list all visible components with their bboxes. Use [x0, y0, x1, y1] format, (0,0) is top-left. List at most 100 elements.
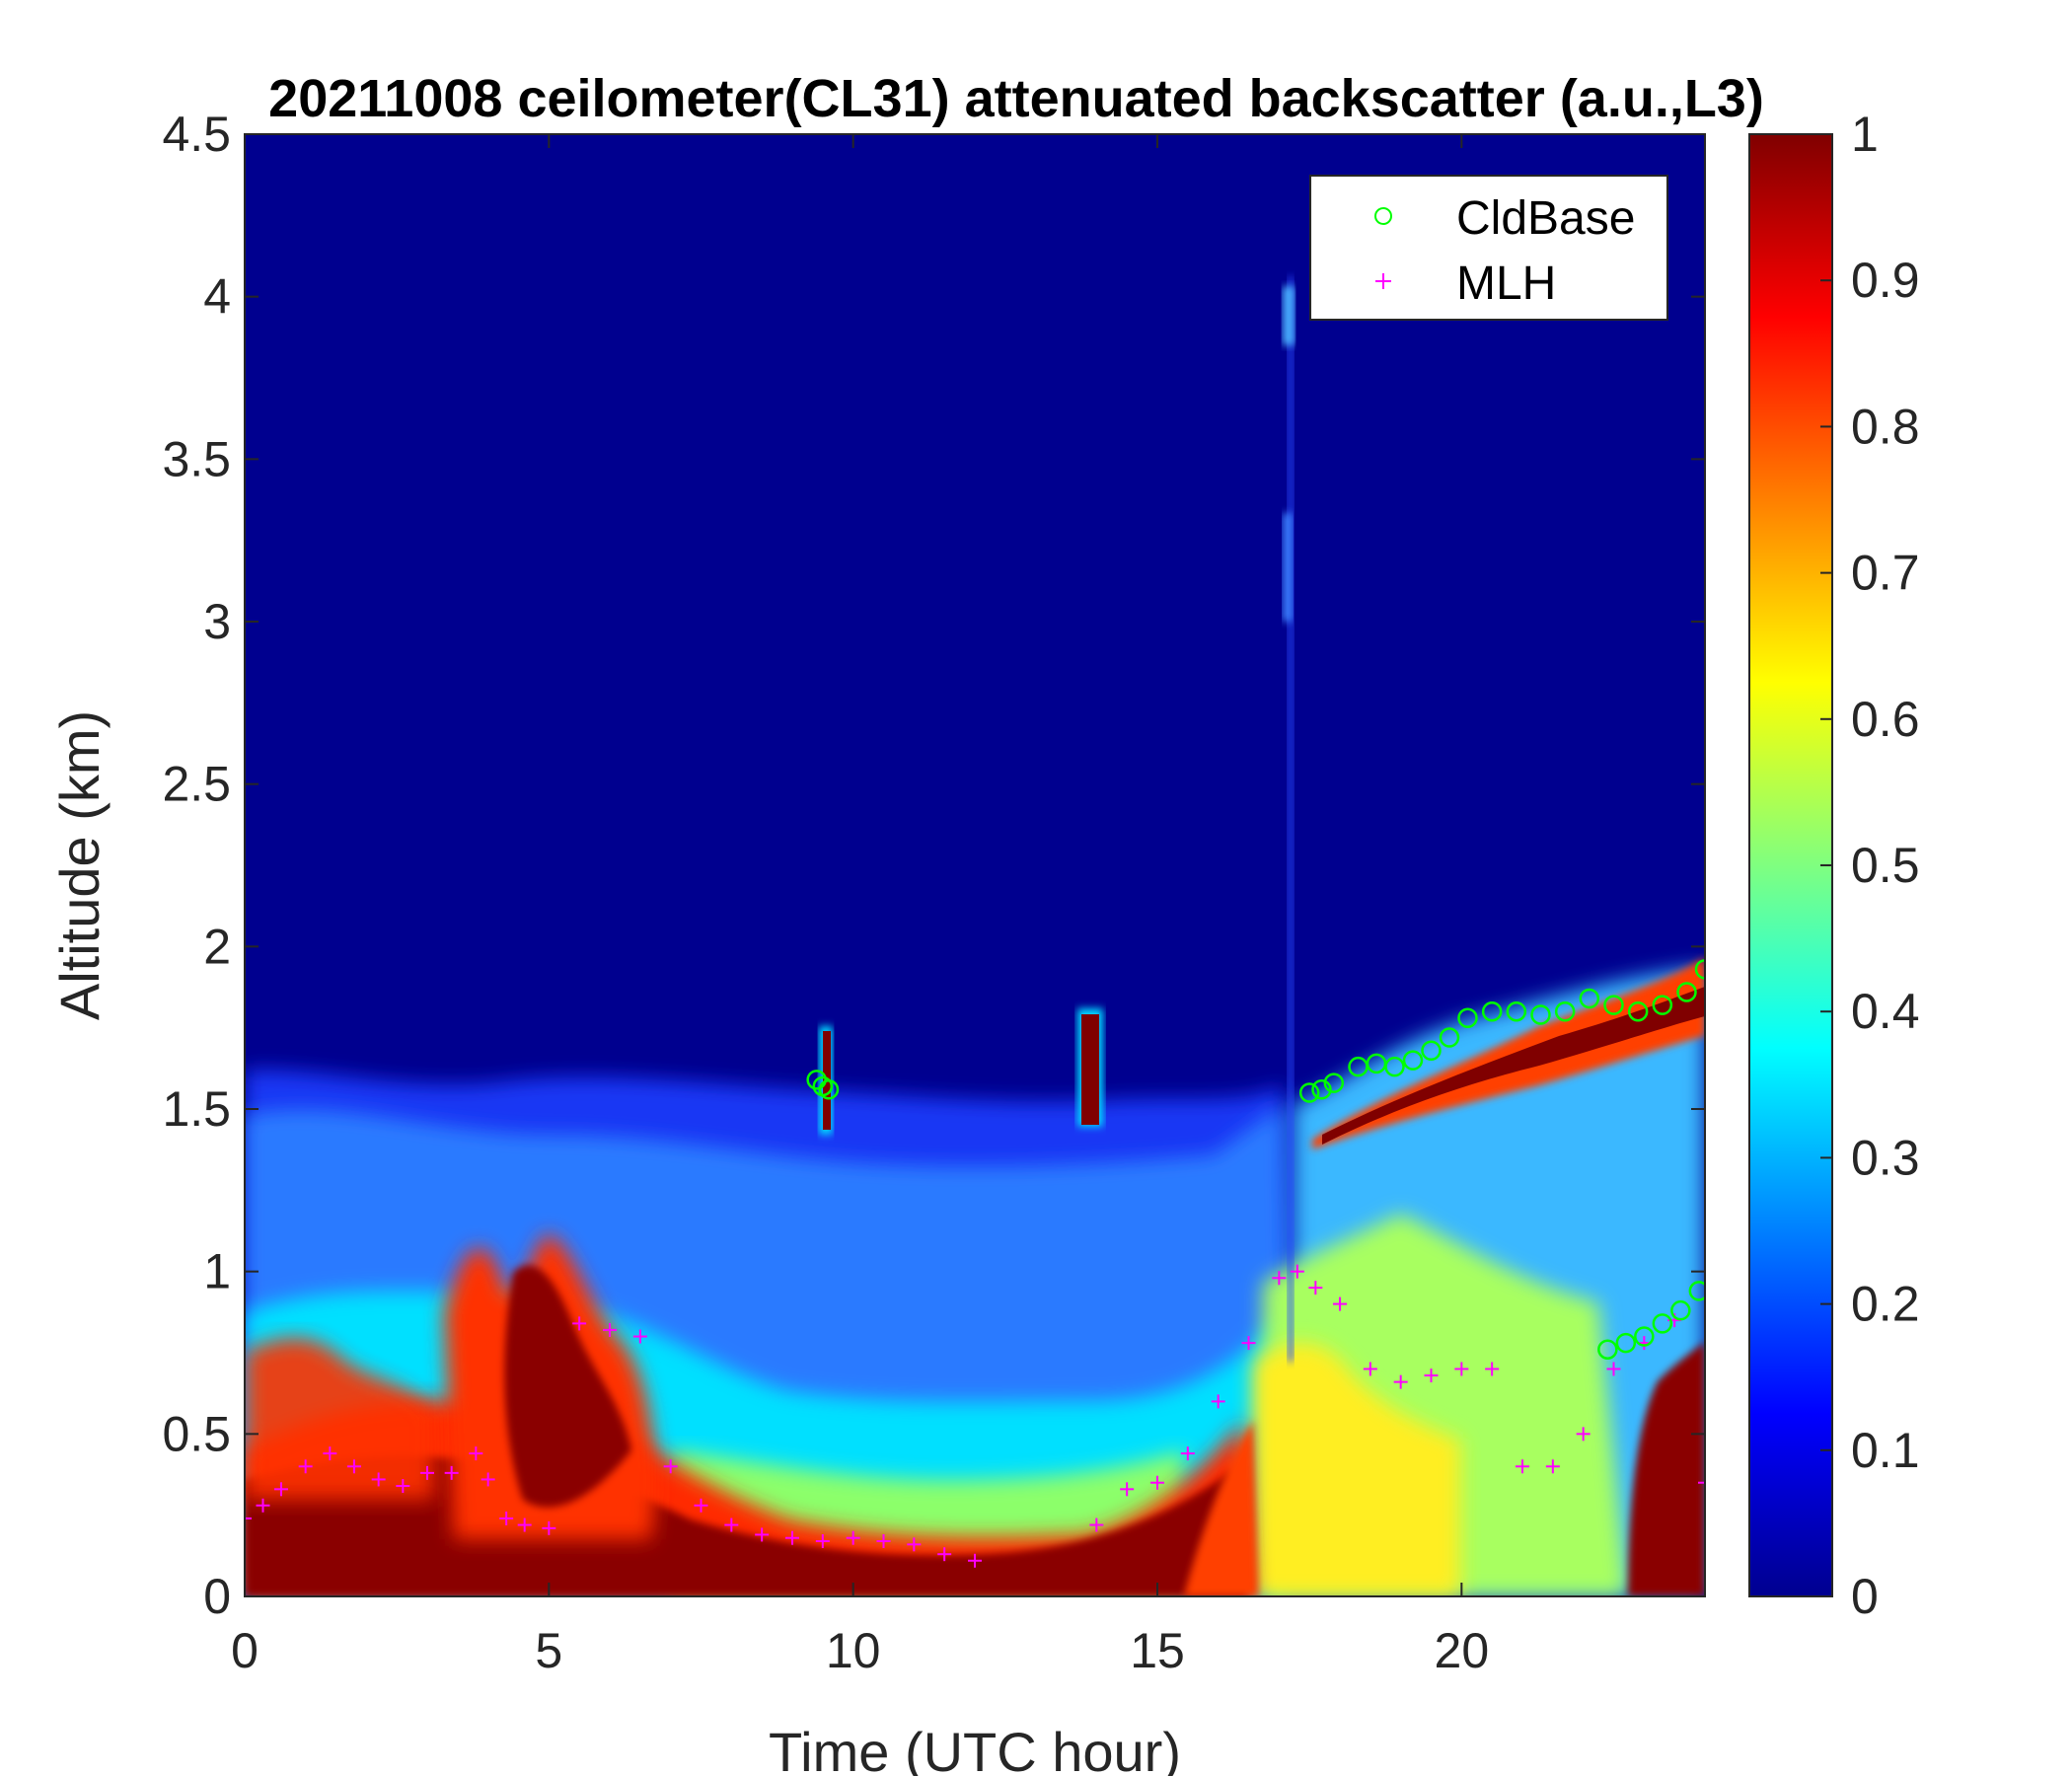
colorbar-gradient — [1749, 134, 1832, 1596]
mlh-point — [1606, 1362, 1621, 1376]
y-tick-label: 2.5 — [162, 757, 231, 812]
mlh-point — [298, 1459, 313, 1474]
mlh-point — [517, 1517, 532, 1532]
cldbase-point — [1615, 1332, 1637, 1354]
mlh-point — [968, 1553, 982, 1568]
colorbar-tick-label: 0.5 — [1851, 838, 1920, 893]
mlh-point — [1698, 1475, 1705, 1490]
mlh-point — [420, 1465, 434, 1480]
cldbase-point — [1597, 1339, 1618, 1360]
mlh-point — [632, 1329, 647, 1344]
mlh-point — [603, 1322, 617, 1337]
colorbar-tick-label: 0.6 — [1851, 692, 1920, 747]
cldbase-point — [1670, 1299, 1691, 1321]
y-tick-label: 0 — [203, 1569, 231, 1624]
y-tick-label: 4.5 — [162, 107, 231, 162]
mlh-point — [1363, 1362, 1377, 1376]
cldbase-point — [806, 1070, 827, 1090]
colorbar-tick-label: 0.8 — [1851, 399, 1920, 454]
colorbar-tick-label: 0.7 — [1851, 546, 1920, 601]
mlh-point — [469, 1446, 483, 1461]
mlh-point — [785, 1530, 799, 1545]
mlh-point — [481, 1472, 495, 1487]
legend-circle-icon — [1374, 207, 1392, 225]
y-tick-label: 3.5 — [162, 431, 231, 486]
mlh-point — [1576, 1427, 1591, 1442]
mlh-point — [663, 1459, 678, 1474]
mlh-point — [1180, 1446, 1195, 1461]
colorbar-tick-label: 0 — [1851, 1569, 1879, 1624]
mlh-point — [846, 1530, 860, 1545]
chart-title: 20211008 ceilometer(CL31) attenuated bac… — [268, 69, 1764, 128]
cldbase-point — [1627, 1000, 1649, 1022]
legend-entry-mlh: MLH — [1456, 258, 1556, 310]
cldbase-point — [1530, 1004, 1551, 1025]
y-axis: 0 0.5 1 1.5 2 2.5 3 3.5 4 4.5 — [162, 107, 1705, 1624]
mlh-point — [876, 1534, 891, 1549]
mlh-point — [1333, 1296, 1347, 1311]
colorbar-tick-label: 0.1 — [1851, 1423, 1920, 1478]
y-tick-label: 4 — [203, 269, 231, 325]
mlh-point — [1545, 1459, 1560, 1474]
mlh-point — [499, 1511, 514, 1525]
x-tick-label: 10 — [826, 1623, 881, 1678]
colorbar-tick-label: 0.3 — [1851, 1130, 1920, 1185]
cldbase-point — [1384, 1056, 1405, 1077]
mlh-point — [1211, 1394, 1225, 1409]
y-tick-label: 1 — [203, 1244, 231, 1299]
colorbar-tick-label: 0.4 — [1851, 984, 1920, 1039]
colorbar-tick-label: 0.9 — [1851, 253, 1920, 308]
cldbase-point — [1402, 1050, 1424, 1071]
x-tick-label: 20 — [1435, 1623, 1490, 1678]
cldbase-point — [1603, 995, 1624, 1015]
cldbase-point — [1481, 1000, 1503, 1022]
cldbase-point — [1298, 1082, 1320, 1103]
mlh-point — [245, 1511, 252, 1525]
x-tick-label: 15 — [1130, 1623, 1185, 1678]
cldbase-point — [1579, 988, 1600, 1009]
cldbase-point — [1694, 959, 1705, 980]
mlh-point — [694, 1498, 708, 1513]
mlh-point — [347, 1459, 361, 1474]
cldbase-point — [1688, 1281, 1705, 1301]
mlh-point — [1308, 1281, 1323, 1295]
colorbar-tick-label: 1 — [1851, 107, 1879, 162]
cldbase-point — [1506, 1000, 1527, 1022]
y-tick-label: 1.5 — [162, 1081, 231, 1137]
cldbase-point — [1652, 995, 1673, 1015]
mlh-point — [1290, 1264, 1304, 1279]
mlh-point — [1150, 1475, 1164, 1490]
cldbase-point — [818, 1078, 840, 1100]
mlh-point — [907, 1537, 922, 1552]
mlh-point — [937, 1547, 952, 1562]
legend-box — [1309, 175, 1668, 321]
mlh-point — [371, 1472, 386, 1487]
x-axis-label: Time (UTC hour) — [769, 1721, 1181, 1776]
colorbar: 0 0.1 0.2 0.3 0.4 0.5 0.6 0.7 0.8 0.9 1 — [1748, 107, 1920, 1624]
mlh-point — [1241, 1336, 1256, 1351]
x-tick-label: 5 — [535, 1623, 562, 1678]
mlh-point — [444, 1465, 459, 1480]
y-tick-label: 3 — [203, 594, 231, 649]
mlh-point — [1424, 1369, 1439, 1383]
cldbase-point — [1634, 1326, 1655, 1347]
mlh-point — [815, 1534, 830, 1549]
mlh-point — [396, 1479, 410, 1494]
cldbase-point — [1439, 1027, 1460, 1048]
mlh-point — [572, 1316, 587, 1331]
mlh-point — [323, 1446, 337, 1461]
y-tick-label: 2 — [203, 919, 231, 974]
mlh-point — [755, 1527, 770, 1542]
mlh-point — [1089, 1517, 1104, 1532]
cldbase-point — [1554, 1000, 1576, 1022]
mlh-point — [274, 1482, 288, 1497]
mlh-point — [1272, 1271, 1287, 1286]
cldbase-point — [1421, 1040, 1442, 1061]
colorbar-tick-label: 0.2 — [1851, 1277, 1920, 1332]
y-tick-label: 0.5 — [162, 1406, 231, 1461]
mlh-point — [1120, 1482, 1135, 1497]
cldbase-point — [1457, 1007, 1478, 1029]
heatmap-field — [245, 134, 1705, 1596]
x-tick-label: 0 — [231, 1623, 259, 1678]
